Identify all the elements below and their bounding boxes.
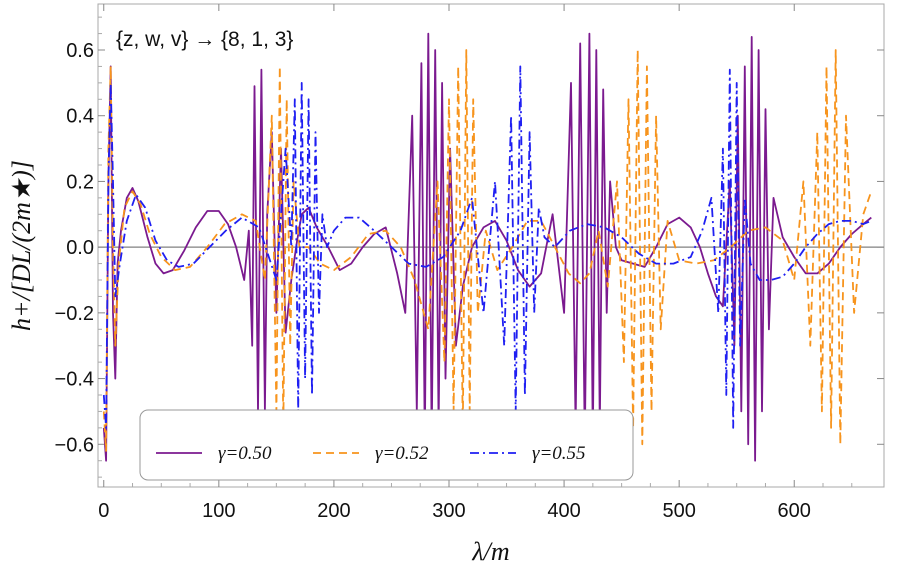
y-axis-title: h+/[DL/(2m★)] <box>7 160 36 331</box>
x-tick-label: 500 <box>662 500 695 522</box>
y-tick-label: −0.6 <box>55 434 94 456</box>
x-tick-label: 200 <box>317 500 350 522</box>
x-axis-title: λ/m <box>471 537 509 566</box>
y-tick-label: −0.2 <box>55 303 94 325</box>
y-tick-label: −0.4 <box>55 369 94 391</box>
legend-label-3: γ=0.55 <box>532 443 586 464</box>
y-tick-label: 0.0 <box>66 237 94 259</box>
y-tick-label: 0.6 <box>66 40 94 62</box>
y-tick-label: 0.2 <box>66 171 94 193</box>
legend: γ=0.50 γ=0.52 γ=0.55 <box>139 409 634 481</box>
tick-marks <box>98 4 884 487</box>
legend-label-1: γ=0.50 <box>218 443 272 464</box>
legend-box <box>139 409 634 481</box>
series-line-2 <box>102 49 873 452</box>
parameter-annotation: {z, w, v} → {8, 1, 3} <box>116 28 293 51</box>
tick-labels: 0 100 200 300 400 500 600 0.6 0.4 0.2 0.0 −0.2 −0.4 −… <box>55 40 811 522</box>
y-axis-title-text: h+/[DL/(2m★)] <box>7 160 36 331</box>
legend-label-2: γ=0.52 <box>375 443 429 464</box>
x-tick-label: 300 <box>432 500 465 522</box>
legend-items: γ=0.50 γ=0.52 γ=0.55 <box>156 443 586 464</box>
plot-frame <box>97 3 885 488</box>
x-tick-label: 400 <box>547 500 580 522</box>
x-tick-label: 0 <box>98 500 109 522</box>
x-axis-title-text: λ/m <box>471 537 509 566</box>
x-tick-label: 600 <box>778 500 811 522</box>
y-tick-label: 0.4 <box>66 106 94 128</box>
series-layer <box>102 32 873 462</box>
x-tick-label: 100 <box>202 500 235 522</box>
